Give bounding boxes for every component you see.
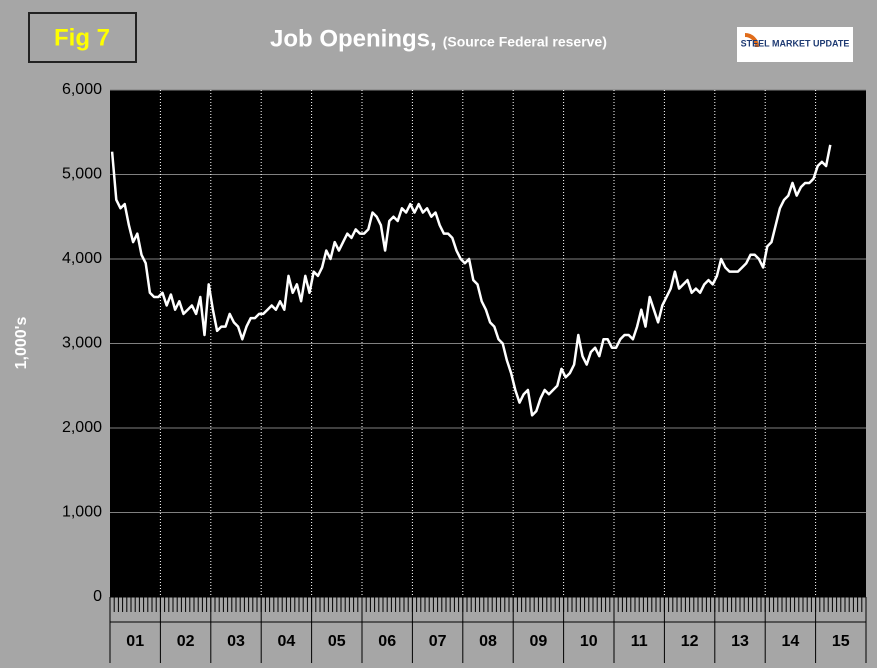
x-tick-label: 11 xyxy=(631,633,648,650)
y-tick-label: 3,000 xyxy=(62,335,102,352)
chart-title: Job Openings, xyxy=(270,25,437,52)
x-tick-label: 05 xyxy=(328,633,346,650)
x-tick-label: 04 xyxy=(278,633,296,650)
x-tick-label: 15 xyxy=(832,633,850,650)
x-tick-label: 03 xyxy=(227,633,245,650)
x-tick-label: 08 xyxy=(479,633,497,650)
y-tick-label: 0 xyxy=(93,588,102,605)
x-tick-label: 12 xyxy=(681,633,699,650)
y-tick-label: 2,000 xyxy=(62,419,102,436)
figure-label-box xyxy=(28,12,137,63)
x-tick-label: 01 xyxy=(126,633,144,650)
logo-text: STEEL MARKET UPDATE xyxy=(741,38,850,48)
x-tick-label: 06 xyxy=(378,633,396,650)
data-line xyxy=(110,144,832,417)
y-tick-label: 1,000 xyxy=(62,504,102,521)
y-tick-label: 6,000 xyxy=(62,81,102,98)
x-tick-label: 09 xyxy=(530,633,548,650)
x-tick-label: 10 xyxy=(580,633,598,650)
x-tick-label: 14 xyxy=(782,633,800,650)
y-axis-label: 1,000's xyxy=(13,317,30,370)
x-tick-label: 07 xyxy=(429,633,447,650)
x-tick-label: 13 xyxy=(731,633,749,650)
logo-swoosh xyxy=(744,33,759,48)
figure-label: Fig 7 xyxy=(54,24,110,51)
y-tick-label: 4,000 xyxy=(62,250,102,267)
x-tick-label: 02 xyxy=(177,633,195,650)
y-tick-label: 5,000 xyxy=(62,166,102,183)
chart-subtitle: (Source Federal reserve) xyxy=(443,34,607,50)
